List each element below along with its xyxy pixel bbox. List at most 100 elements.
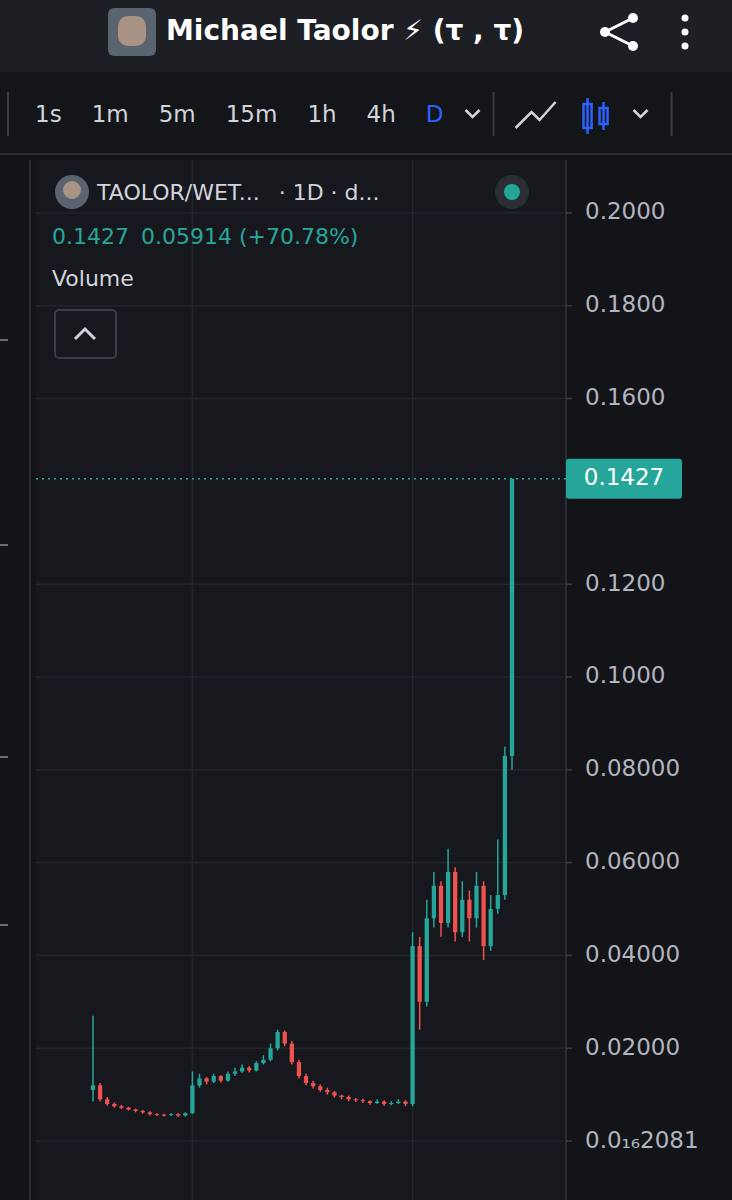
- candle-body: [155, 1114, 159, 1115]
- sidebar-tick: [0, 924, 8, 926]
- candle-body: [375, 1102, 379, 1103]
- y-tick-label: 0.1200: [585, 570, 665, 596]
- candle-body: [261, 1060, 265, 1063]
- sidebar-tick: [0, 756, 8, 758]
- pair-title: TAOLOR/WET...: [96, 180, 260, 205]
- candle-body: [446, 872, 450, 923]
- candle-body: [226, 1074, 230, 1081]
- y-tick-label: 0.02000: [585, 1034, 680, 1060]
- candle-body: [204, 1078, 208, 1081]
- candles: [91, 479, 514, 1117]
- timeframe[interactable]: D: [426, 101, 444, 127]
- background: [0, 0, 732, 1200]
- grid-line: [36, 955, 566, 957]
- candle-body: [119, 1106, 123, 1107]
- separator: [671, 92, 673, 136]
- candle-body: [389, 1103, 393, 1104]
- timeframe[interactable]: 4h: [367, 101, 396, 127]
- grid-line-vertical: [192, 160, 194, 1200]
- sidebar-tick: [0, 544, 8, 546]
- candle-body: [283, 1032, 287, 1044]
- candle-body: [474, 886, 478, 918]
- timeframe[interactable]: 15m: [226, 101, 278, 127]
- candle-body: [382, 1102, 386, 1104]
- candle-wick: [341, 1095, 343, 1100]
- candle-body: [396, 1102, 400, 1103]
- candle-body: [240, 1068, 244, 1072]
- candle-body: [126, 1108, 130, 1110]
- y-tick-label: 0.1600: [585, 384, 665, 410]
- grid-line: [36, 398, 566, 400]
- candle-body: [290, 1044, 294, 1063]
- legend-price: 0.1427: [52, 224, 129, 249]
- candle-body: [425, 918, 429, 1002]
- candle-body: [339, 1096, 343, 1097]
- timeframe-dropdown[interactable]: [466, 110, 480, 117]
- candle-body: [197, 1078, 201, 1085]
- candle-body: [453, 872, 457, 932]
- grid-line: [36, 769, 566, 771]
- candle-body: [212, 1076, 216, 1082]
- candle-body: [325, 1090, 329, 1092]
- candle-body: [247, 1068, 251, 1071]
- candle-body: [347, 1097, 351, 1099]
- sidebar-tick: [0, 339, 8, 341]
- candle-body: [510, 479, 514, 756]
- candle-body: [105, 1099, 109, 1104]
- y-tick: [566, 862, 572, 864]
- candle-body: [432, 886, 436, 918]
- y-tick: [566, 305, 572, 307]
- candle-body: [176, 1114, 180, 1115]
- y-tick-label: 0.0₁₆2081: [585, 1127, 699, 1153]
- toolbar-border: [0, 153, 732, 155]
- y-tick-label: 0.1000: [585, 662, 665, 688]
- timeframe[interactable]: 1m: [92, 101, 129, 127]
- candle-body: [268, 1048, 272, 1060]
- candle-body: [503, 756, 507, 895]
- screen: Michael Taolor ⚡ (τ , τ)1s1m5m15m1h4hD0.…: [0, 0, 732, 1200]
- candle-icon[interactable]: [584, 98, 608, 134]
- collapse-button[interactable]: [55, 310, 116, 358]
- candle-body: [496, 895, 500, 909]
- last-price-box: [566, 459, 682, 499]
- y-tick: [566, 583, 572, 585]
- candle-body: [304, 1076, 308, 1083]
- y-tick: [566, 1047, 572, 1049]
- grid-line: [36, 305, 566, 307]
- candle-body: [489, 909, 493, 946]
- line-chart-icon[interactable]: [516, 102, 556, 128]
- type-dropdown[interactable]: [634, 110, 648, 117]
- timeframe[interactable]: 5m: [159, 101, 196, 127]
- y-tick: [566, 769, 572, 771]
- candle-body: [368, 1101, 372, 1103]
- y-axis-line: [565, 160, 567, 1200]
- timeframe[interactable]: 1h: [307, 101, 336, 127]
- candle-body: [460, 900, 464, 932]
- candle-body: [162, 1115, 166, 1116]
- share-icon[interactable]: [600, 13, 638, 51]
- grid-line: [36, 583, 566, 585]
- plot-area: [36, 160, 566, 1200]
- legend-change: 0.05914 (+70.78%): [141, 224, 358, 249]
- candle-body: [233, 1071, 237, 1073]
- candle-body: [354, 1099, 358, 1100]
- candle-body: [183, 1113, 187, 1115]
- grid-line: [36, 676, 566, 678]
- status-dot-ring: [495, 175, 529, 209]
- status-dot: [504, 184, 520, 200]
- timeframe[interactable]: 1s: [35, 101, 62, 127]
- y-tick: [566, 398, 572, 400]
- volume-label: Volume: [52, 266, 134, 291]
- last-price-line: [36, 478, 566, 480]
- candle-body: [481, 886, 485, 946]
- y-tick: [566, 955, 572, 957]
- y-tick: [566, 676, 572, 678]
- candle-body: [418, 946, 422, 1002]
- menu-icon[interactable]: [682, 15, 689, 50]
- candle-body: [467, 900, 471, 919]
- y-tick-label: 0.1800: [585, 291, 665, 317]
- last-price-label: 0.1427: [584, 464, 664, 490]
- grid-line: [36, 212, 566, 214]
- candle-body: [133, 1110, 137, 1111]
- avatar: [108, 8, 156, 56]
